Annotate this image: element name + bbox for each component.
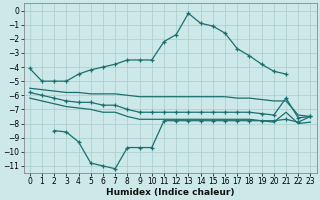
X-axis label: Humidex (Indice chaleur): Humidex (Indice chaleur) xyxy=(106,188,234,197)
